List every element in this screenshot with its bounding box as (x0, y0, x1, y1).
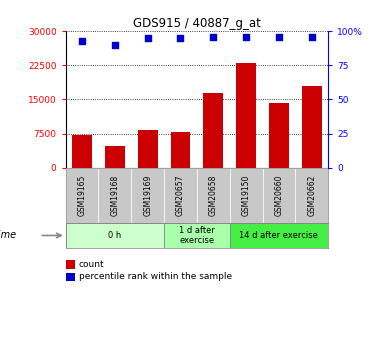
Point (112, 42, 118, 48)
Text: GSM19165: GSM19165 (78, 175, 87, 216)
Text: 0 h: 0 h (108, 231, 122, 240)
Text: 1 d after
exercise: 1 d after exercise (179, 226, 215, 245)
Point (210, 34, 216, 39)
Text: GSM19169: GSM19169 (143, 175, 152, 216)
Point (276, 34, 282, 39)
FancyBboxPatch shape (131, 168, 164, 223)
Bar (269, 103, 289, 168)
Text: GSM19150: GSM19150 (242, 175, 250, 216)
Text: 14 d after exercise: 14 d after exercise (240, 231, 318, 240)
Point (177, 35, 183, 41)
FancyBboxPatch shape (66, 168, 98, 223)
FancyBboxPatch shape (98, 168, 131, 223)
FancyBboxPatch shape (230, 168, 262, 223)
FancyBboxPatch shape (296, 168, 328, 223)
Text: GSM20658: GSM20658 (209, 175, 218, 216)
Text: GSM20660: GSM20660 (274, 175, 284, 216)
Text: percentile rank within the sample: percentile rank within the sample (79, 272, 232, 281)
Text: GSM20662: GSM20662 (307, 175, 316, 216)
Text: count: count (79, 260, 104, 269)
Bar (171, 132, 190, 168)
Bar (138, 130, 158, 168)
FancyBboxPatch shape (230, 223, 328, 248)
Bar (72, 135, 92, 168)
Point (79, 38, 85, 43)
Bar (203, 92, 223, 168)
FancyBboxPatch shape (262, 168, 296, 223)
Bar (302, 86, 321, 168)
Text: time: time (0, 230, 17, 240)
Point (309, 34, 315, 39)
Bar (105, 146, 125, 168)
Title: GDS915 / 40887_g_at: GDS915 / 40887_g_at (133, 17, 261, 30)
FancyBboxPatch shape (164, 223, 230, 248)
Point (145, 35, 151, 41)
Point (243, 34, 249, 39)
Text: GSM20657: GSM20657 (176, 175, 185, 216)
Text: GSM19168: GSM19168 (110, 175, 119, 216)
Bar (236, 63, 256, 168)
FancyBboxPatch shape (197, 168, 230, 223)
FancyBboxPatch shape (164, 168, 197, 223)
FancyBboxPatch shape (66, 223, 164, 248)
